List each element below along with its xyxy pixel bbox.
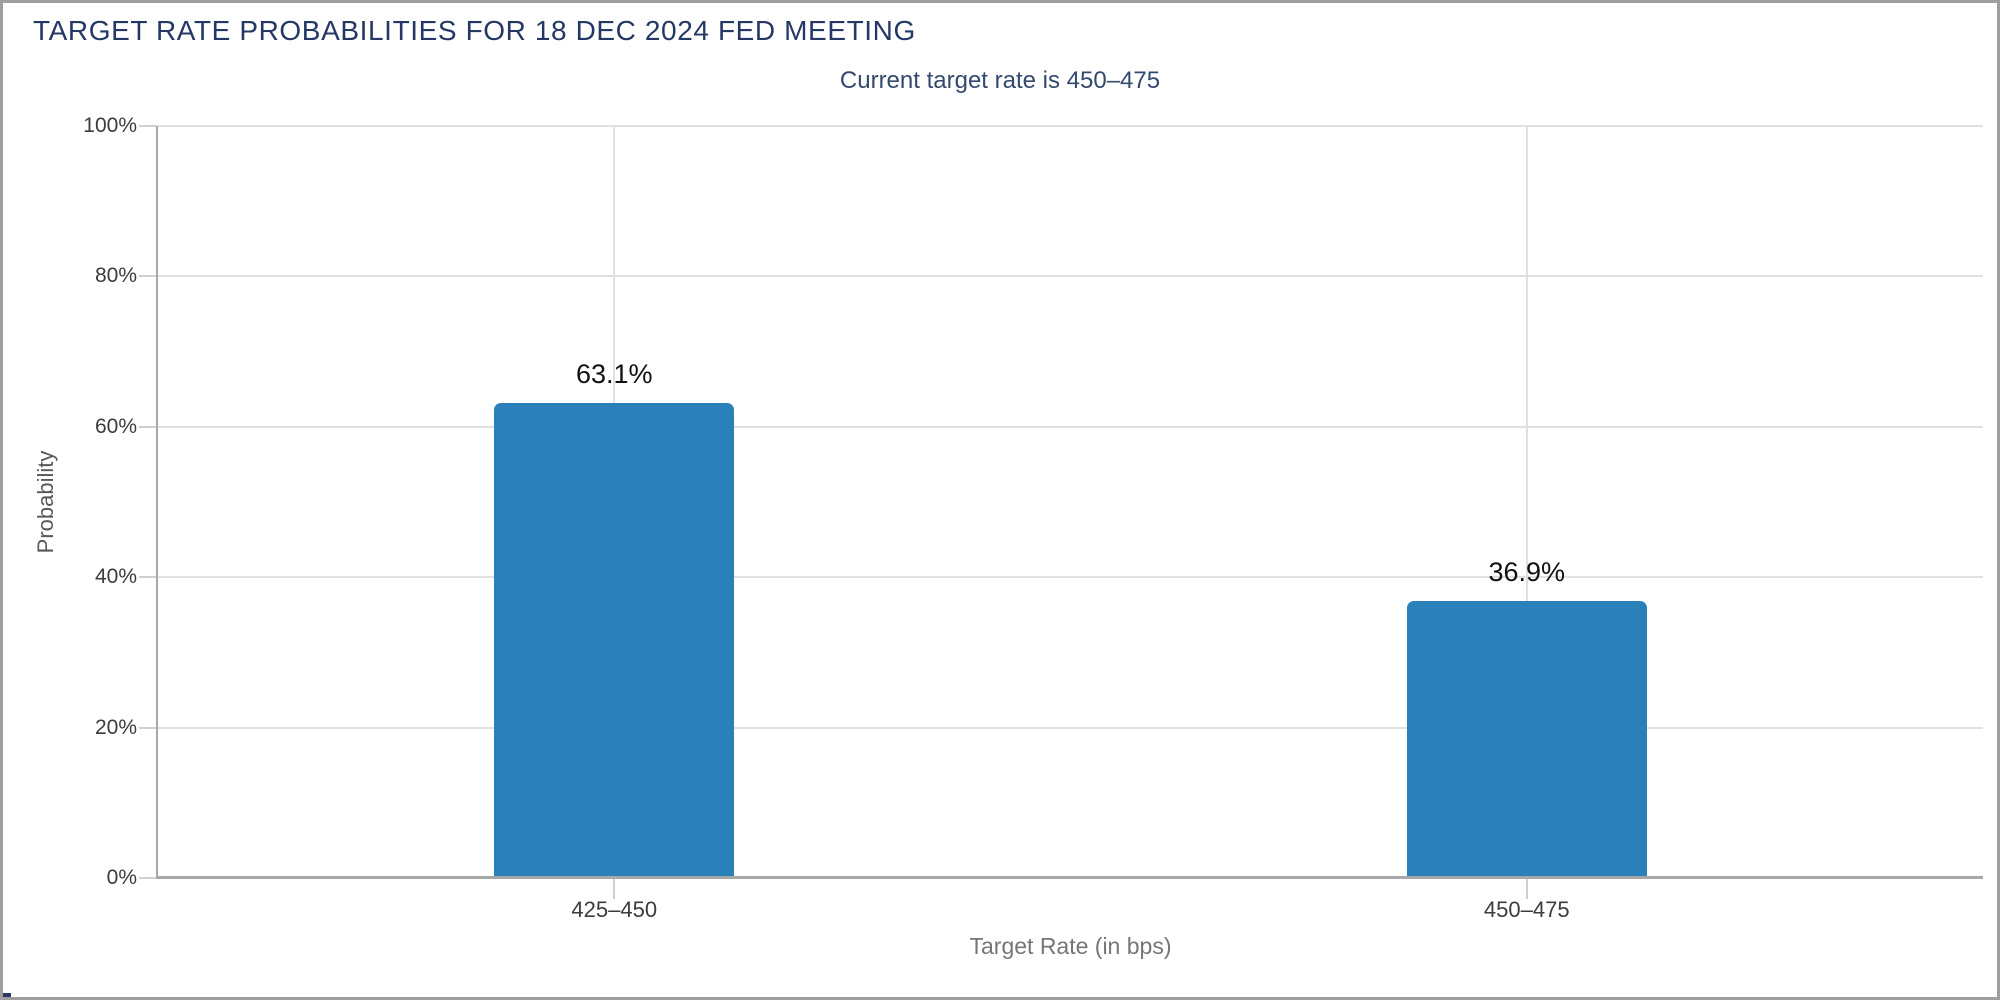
h-gridline [158,125,1983,127]
y-axis-tick [139,877,156,879]
bar [1406,600,1647,878]
plot-area: 0% 20% 40% 60% 80% 100% 63.1% 425–450 36.9% 450–4… [3,3,1997,997]
chart-title: TARGET RATE PROBABILITIES FOR 18 DEC 202… [33,15,916,46]
x-axis-tick-label: 425–450 [571,897,658,922]
bar-value-label: 36.9% [1488,556,1566,587]
h-gridline [158,425,1983,428]
x-axis-tick-label: 450–475 [1483,897,1570,922]
h-gridline [158,275,1983,278]
bar [494,403,735,878]
bottom-left-artifact [3,993,11,997]
y-axis-tick-label: 100% [83,114,137,137]
v-gridline [1525,126,1528,878]
chart-subtitle: Current target rate is 450–475 [839,67,1161,94]
y-axis-tick-label: 20% [94,715,137,739]
y-axis-tick-label: 40% [94,565,137,589]
y-axis-tick-label: 80% [94,264,137,288]
y-axis-tick-label: 60% [94,414,137,438]
x-axis-tick [1525,879,1528,899]
x-axis-line [156,876,1983,879]
y-axis-tick [139,275,156,278]
x-axis-tick [613,879,616,899]
y-axis-title: Probability [33,450,58,554]
y-axis-tick [139,726,156,729]
y-axis-tick [139,576,156,579]
y-axis-line [156,126,158,878]
y-axis-tick [139,425,156,428]
h-gridline [158,576,1983,579]
x-axis-title: Target Rate (in bps) [969,933,1172,959]
y-axis-tick-label: 0% [106,866,137,889]
y-axis-tick [139,125,156,127]
h-gridline [158,726,1983,729]
bar-value-label: 63.1% [575,359,653,390]
